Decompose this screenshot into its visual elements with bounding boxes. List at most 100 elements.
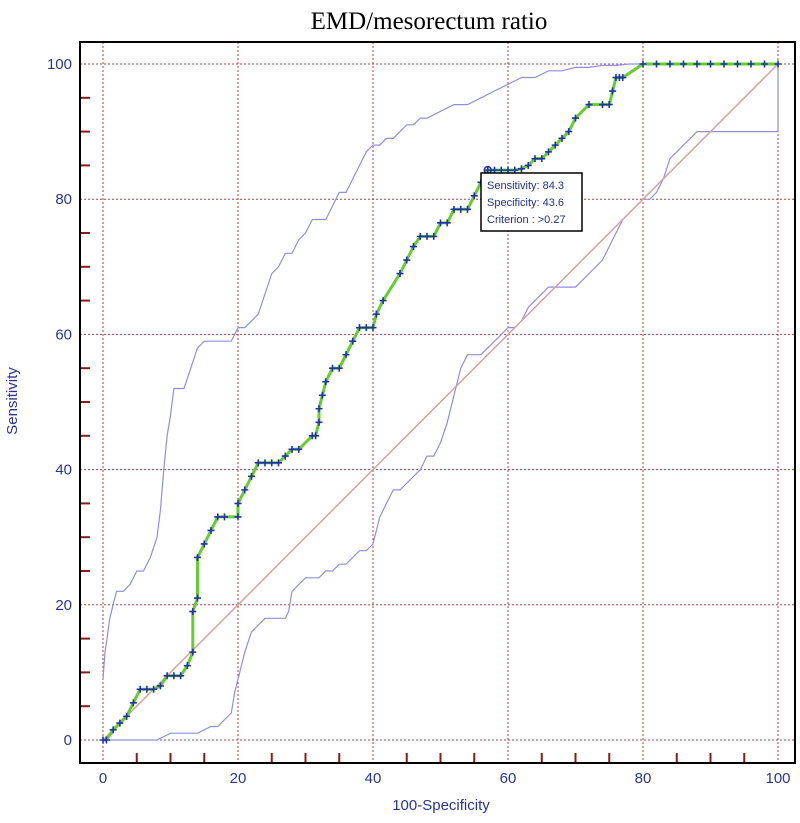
- x-tick-label: 0: [99, 770, 107, 787]
- roc-point-marker: [545, 148, 552, 156]
- roc-point-marker: [183, 662, 191, 670]
- roc-point-marker: [531, 155, 539, 163]
- roc-point-marker: [362, 324, 370, 332]
- roc-point-marker: [639, 60, 647, 68]
- roc-point-marker: [666, 60, 674, 68]
- roc-point-marker: [524, 161, 532, 169]
- roc-point-marker: [268, 459, 276, 467]
- roc-point-marker: [457, 205, 465, 213]
- roc-point-marker: [177, 672, 185, 680]
- roc-point-marker: [599, 101, 606, 109]
- roc-point-marker: [234, 499, 242, 507]
- roc-point-marker: [734, 60, 741, 68]
- roc-point-marker: [396, 270, 404, 278]
- roc-point-marker: [443, 219, 451, 227]
- roc-point-marker: [170, 672, 178, 680]
- roc-point-marker: [558, 134, 566, 142]
- roc-point-marker: [281, 452, 289, 460]
- ci-lower-curve: [103, 64, 779, 741]
- roc-point-marker: [214, 513, 222, 521]
- roc-point-marker: [241, 486, 249, 494]
- roc-point-marker: [136, 685, 144, 693]
- roc-point-marker: [315, 418, 323, 426]
- roc-point-marker: [288, 445, 296, 453]
- roc-point-marker: [653, 60, 660, 68]
- x-tick-label: 80: [635, 770, 652, 787]
- roc-point-marker: [410, 243, 417, 251]
- roc-point-marker: [416, 232, 424, 240]
- roc-point-marker: [585, 101, 593, 109]
- y-tick-label: 80: [55, 191, 72, 208]
- tooltip-box: [480, 172, 583, 232]
- roc-point-marker: [102, 736, 110, 744]
- x-tick-label: 40: [365, 770, 382, 787]
- roc-point-marker: [403, 256, 411, 264]
- y-tick-label: 40: [55, 462, 72, 479]
- roc-point-marker: [430, 232, 438, 240]
- plot-frame: [79, 41, 796, 764]
- roc-point-marker: [163, 672, 171, 680]
- roc-point-marker: [349, 337, 357, 345]
- roc-point-marker: [437, 219, 444, 227]
- roc-point-marker: [109, 726, 117, 734]
- markers-layer: [99, 60, 782, 744]
- roc-point-marker: [747, 60, 755, 68]
- roc-point-marker: [470, 192, 478, 200]
- roc-point-marker: [450, 205, 458, 213]
- roc-point-marker: [342, 351, 350, 359]
- roc-point-marker: [335, 364, 343, 372]
- criterion-tooltip: Sensitivity: 84.3 Specificity: 43.6 Crit…: [480, 172, 583, 232]
- roc-point-marker: [369, 324, 377, 332]
- grid-layer: [80, 42, 795, 763]
- y-axis-label: Sensitivity: [4, 367, 21, 435]
- reference-diagonal: [102, 63, 779, 741]
- roc-point-marker: [295, 445, 303, 453]
- roc-point-marker: [156, 682, 164, 690]
- roc-point-marker: [248, 472, 255, 480]
- roc-point-marker: [379, 297, 387, 305]
- roc-point-marker: [464, 205, 471, 213]
- roc-point-marker: [261, 459, 269, 467]
- roc-point-marker: [356, 324, 363, 332]
- x-tick-label: 60: [500, 770, 517, 787]
- ticks-layer: 0 20 40 60 80 100 0 20 40 60 80 100: [47, 56, 791, 787]
- roc-point-marker: [518, 165, 525, 173]
- roc-point-marker: [774, 60, 782, 68]
- roc-point-marker: [329, 364, 336, 372]
- roc-point-marker: [275, 459, 282, 467]
- roc-point-marker: [423, 232, 431, 240]
- roc-point-marker: [720, 60, 728, 68]
- roc-point-marker: [619, 74, 627, 82]
- roc-point-marker: [318, 391, 326, 399]
- roc-point-marker: [221, 513, 228, 521]
- roc-point-marker: [189, 648, 197, 656]
- y-tick-label: 20: [55, 597, 72, 614]
- x-tick-label: 20: [230, 770, 247, 787]
- x-axis-label: 100-Specificity: [392, 797, 490, 814]
- roc-point-marker: [312, 432, 320, 440]
- x-tick-label: 100: [765, 770, 790, 787]
- roc-point-marker: [609, 87, 617, 95]
- roc-point-marker: [116, 719, 124, 727]
- roc-point-marker: [207, 526, 215, 534]
- roc-point-marker: [200, 540, 208, 548]
- roc-point-marker: [123, 712, 131, 720]
- roc-point-marker: [572, 114, 579, 122]
- roc-point-marker: [129, 699, 137, 707]
- roc-point-marker: [315, 405, 323, 413]
- roc-point-marker: [551, 141, 559, 149]
- roc-point-marker: [254, 459, 262, 467]
- roc-point-marker: [538, 155, 546, 163]
- roc-point-marker: [707, 60, 714, 68]
- chart-title: EMD/mesorectum ratio: [311, 8, 548, 35]
- y-tick-label: 100: [47, 56, 72, 73]
- roc-point-marker: [322, 378, 330, 386]
- roc-point-marker: [143, 685, 151, 693]
- y-tick-label: 0: [64, 732, 72, 749]
- roc-point-marker: [234, 513, 242, 521]
- roc-point-marker: [680, 60, 687, 68]
- tooltip-sensitivity: Sensitivity: 84.3: [487, 180, 564, 192]
- roc-point-marker: [194, 553, 201, 561]
- roc-point-marker: [372, 310, 380, 318]
